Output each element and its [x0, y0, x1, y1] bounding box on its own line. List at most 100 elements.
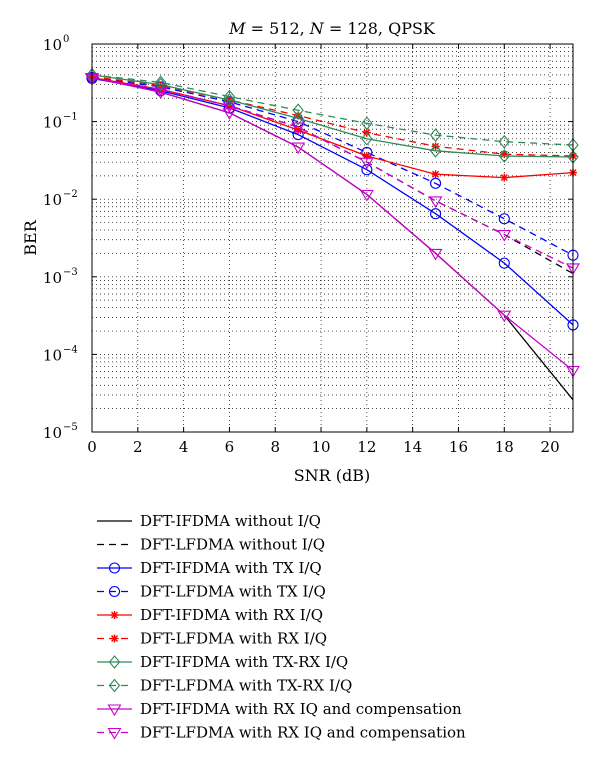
series-line	[91, 76, 574, 179]
marker-star	[500, 173, 509, 182]
legend-label: DFT-LFDMA with TX I/Q	[140, 583, 326, 601]
x-tick-label: 10	[312, 438, 331, 456]
y-axis-label: BER	[21, 219, 40, 255]
marker-star	[110, 611, 119, 619]
marker-diamond	[223, 89, 236, 104]
legend-entry: DFT-LFDMA with TX-RX I/Q	[97, 677, 352, 695]
marker-triangle-down	[153, 87, 168, 100]
marker-diamond	[292, 103, 304, 118]
legend-label: DFT-LFDMA without I/Q	[140, 536, 325, 554]
y-tick-exponent: −4	[63, 344, 78, 355]
marker-diamond	[361, 116, 373, 131]
marker-triangle-down	[359, 157, 374, 170]
marker-diamond	[108, 655, 121, 669]
x-tick-label: 12	[357, 438, 376, 456]
marker-diamond	[429, 128, 442, 142]
series-line	[91, 77, 574, 326]
y-tick-exponent: 0	[63, 34, 69, 45]
series-1	[91, 76, 574, 401]
series-line	[91, 74, 574, 146]
legend-entry: DFT-LFDMA with TX I/Q	[97, 583, 326, 601]
x-tick-label: 8	[270, 438, 280, 456]
x-tick-label: 2	[133, 438, 143, 456]
x-tick-label: 18	[495, 438, 514, 456]
plot-frame	[91, 43, 574, 433]
marker-triangle-down	[291, 142, 306, 155]
plot-series	[85, 68, 580, 401]
series-line	[91, 74, 574, 158]
series-3	[86, 72, 579, 331]
x-tick-label: 16	[449, 438, 468, 456]
legend-entry: DFT-LFDMA with RX IQ and compensation	[97, 724, 466, 742]
x-axis-label: SNR (dB)	[294, 466, 371, 485]
marker-circle	[361, 164, 373, 176]
series-10	[85, 73, 580, 276]
marker-diamond	[498, 134, 511, 149]
marker-circle	[498, 257, 510, 269]
marker-triangle-down	[497, 310, 512, 323]
marker-star	[110, 634, 119, 643]
legend-entry: DFT-IFDMA with RX IQ and compensation	[97, 700, 462, 718]
legend-label: DFT-IFDMA without I/Q	[140, 512, 321, 530]
x-tick-label: 6	[225, 438, 235, 456]
marker-diamond	[361, 131, 373, 146]
marker-triangle-down	[153, 84, 168, 97]
chart-title-part: = 512,	[246, 19, 310, 38]
marker-triangle-down	[222, 108, 237, 120]
x-tick-label: 14	[403, 438, 422, 456]
y-tick-label: 10	[43, 346, 62, 364]
y-tick-label: 10	[43, 269, 62, 287]
legend-entry: DFT-IFDMA without I/Q	[97, 512, 321, 530]
marker-diamond	[292, 111, 304, 126]
legend-label: DFT-IFDMA with TX-RX I/Q	[140, 653, 348, 671]
marker-triangle-down	[291, 122, 306, 135]
y-tick-exponent: −2	[63, 189, 78, 200]
x-tick-label: 4	[179, 438, 189, 456]
legend-entry: DFT-IFDMA with TX-RX I/Q	[97, 653, 348, 671]
legend-entry: DFT-LFDMA without I/Q	[97, 536, 325, 554]
marker-circle	[430, 208, 442, 220]
y-tick-label: 10	[43, 114, 62, 132]
marker-diamond	[429, 143, 442, 158]
y-tick-label: 10	[43, 191, 62, 209]
series-line	[91, 75, 574, 157]
y-tick-exponent: −5	[63, 422, 78, 433]
series-line	[91, 76, 574, 256]
chart-title: M = 512, N = 128, QPSK	[228, 19, 436, 38]
legend-label: DFT-LFDMA with RX IQ and compensation	[140, 724, 466, 742]
chart-title-part: N	[309, 19, 325, 38]
marker-triangle-down	[107, 704, 122, 717]
marker-diamond	[498, 149, 511, 163]
legend-label: DFT-IFDMA with TX I/Q	[140, 559, 322, 577]
legend-label: DFT-IFDMA with RX I/Q	[140, 606, 323, 624]
marker-triangle-down	[107, 727, 122, 740]
marker-triangle-down	[497, 230, 512, 242]
series-line	[91, 76, 574, 372]
marker-star	[431, 170, 440, 179]
legend-entry: DFT-IFDMA with RX I/Q	[97, 606, 323, 624]
marker-circle	[430, 177, 442, 189]
x-tick-label: 0	[87, 438, 97, 456]
marker-triangle-down	[428, 248, 443, 261]
marker-triangle-down	[428, 196, 443, 208]
marker-star	[431, 142, 440, 151]
chart-title-part: M	[228, 19, 246, 38]
marker-triangle-down	[359, 189, 374, 202]
chart-title-part: = 128, QPSK	[324, 19, 436, 38]
legend-label: DFT-IFDMA with RX IQ and compensation	[140, 700, 462, 718]
y-tick-exponent: −1	[63, 112, 78, 123]
y-tick-exponent: −3	[63, 267, 78, 278]
legend-entry: DFT-IFDMA with TX I/Q	[97, 559, 322, 577]
x-tick-label: 20	[541, 438, 560, 456]
legend-label: DFT-LFDMA with RX I/Q	[140, 630, 327, 648]
y-tick-label: 10	[43, 36, 62, 54]
legend-entry: DFT-LFDMA with RX I/Q	[97, 630, 327, 648]
marker-circle	[498, 213, 510, 225]
marker-diamond	[108, 678, 121, 693]
marker-triangle-down	[222, 101, 237, 113]
series-line	[91, 76, 574, 401]
grid-lines	[92, 44, 573, 432]
marker-star	[362, 152, 371, 161]
